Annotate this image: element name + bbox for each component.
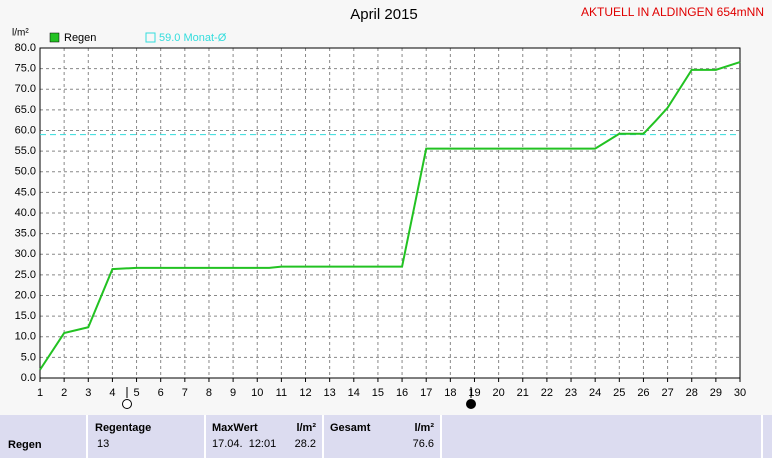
x-tick-label: 16 — [396, 387, 408, 399]
table-cell: 13 — [97, 438, 109, 450]
x-tick-label: 13 — [324, 387, 336, 399]
y-tick-label: 30.0 — [15, 248, 36, 260]
table-bg — [0, 415, 772, 458]
x-tick-label: 7 — [182, 387, 188, 399]
x-tick-label: 23 — [565, 387, 577, 399]
x-tick-label: 1 — [37, 387, 43, 399]
x-tick-label: 19 — [468, 387, 480, 399]
table-header: Regentage — [95, 422, 151, 434]
y-tick-label: 25.0 — [15, 269, 36, 281]
y-tick-label: 60.0 — [15, 124, 36, 136]
table-row-label: Regen — [8, 439, 42, 451]
legend-label: Regen — [64, 32, 96, 44]
y-tick-label: 0.0 — [21, 372, 36, 384]
x-tick-label: 15 — [372, 387, 384, 399]
x-tick-label: 2 — [61, 387, 67, 399]
x-tick-label: 28 — [686, 387, 698, 399]
x-tick-label: 6 — [158, 387, 164, 399]
moon-icons — [122, 387, 476, 409]
x-tick-label: 26 — [637, 387, 649, 399]
table-header: Gesamt — [330, 422, 371, 434]
x-tick-label: 21 — [517, 387, 529, 399]
table-separators — [86, 415, 763, 458]
plot-frame — [39, 47, 741, 379]
station-label: AKTUELL IN ALDINGEN 654mNN — [581, 5, 764, 19]
y-tick-label: 65.0 — [15, 104, 36, 116]
y-tick-label: 15.0 — [15, 310, 36, 322]
table-cell: 28.2 — [295, 438, 316, 450]
y-tick-label: 80.0 — [15, 42, 36, 54]
x-tick-label: 22 — [541, 387, 553, 399]
x-tick-label: 17 — [420, 387, 432, 399]
y-tick-label: 50.0 — [15, 166, 36, 178]
x-tick-label: 5 — [133, 387, 139, 399]
y-tick-label: 5.0 — [21, 351, 36, 363]
x-tick-label: 11 — [276, 387, 287, 399]
x-tick-label: 18 — [444, 387, 456, 399]
y-tick-label: 55.0 — [15, 145, 36, 157]
x-tick-label: 24 — [589, 387, 601, 399]
y-tick-label: 75.0 — [15, 63, 36, 75]
y-tick-label: 20.0 — [15, 289, 36, 301]
x-tick-label: 20 — [492, 387, 504, 399]
x-tick-label: 12 — [299, 387, 311, 399]
legend-swatch — [145, 32, 156, 43]
x-tick-label: 3 — [85, 387, 91, 399]
y-tick-label: 35.0 — [15, 228, 36, 240]
x-tick-label: 30 — [734, 387, 746, 399]
x-tick-label: 4 — [109, 387, 115, 399]
table-header: l/m² — [296, 422, 316, 434]
x-tick-label: 27 — [661, 387, 673, 399]
table-header: l/m² — [414, 422, 434, 434]
legend-swatch — [49, 32, 60, 43]
table-header: MaxWert — [212, 422, 258, 434]
table-cell: 76.6 — [413, 438, 434, 450]
data-line — [39, 61, 741, 371]
y-tick-label: 45.0 — [15, 186, 36, 198]
y-axis-label: l/m² — [12, 28, 29, 39]
x-tick-label: 10 — [251, 387, 263, 399]
x-tick-label: 8 — [206, 387, 212, 399]
chart-title: April 2015 — [350, 6, 418, 23]
x-tick-label: 9 — [230, 387, 236, 399]
table-cell: 17.04. 12:01 — [212, 438, 276, 450]
x-tick-label: 29 — [710, 387, 722, 399]
legend-label: 59.0 Monat-Ø — [159, 32, 227, 44]
y-tick-label: 40.0 — [15, 207, 36, 219]
y-tick-label: 10.0 — [15, 331, 36, 343]
x-tick-label: 14 — [348, 387, 360, 399]
x-tick-label: 25 — [613, 387, 625, 399]
y-tick-label: 70.0 — [15, 83, 36, 95]
